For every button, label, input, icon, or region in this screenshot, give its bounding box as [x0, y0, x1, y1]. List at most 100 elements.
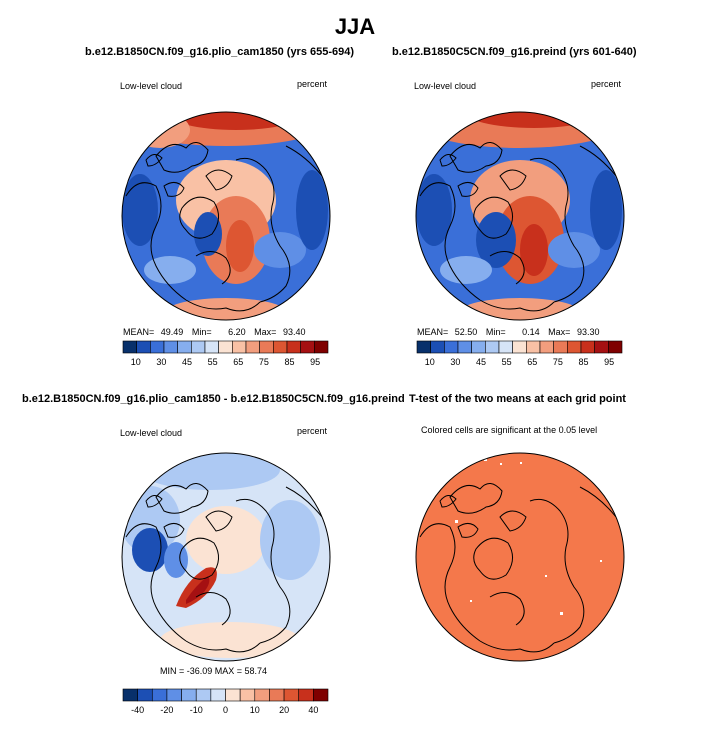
- colorbar-swatch: [283, 688, 300, 702]
- panel-3-border: [121, 452, 331, 662]
- min-label: Min=: [191, 327, 212, 337]
- colorbar-swatch: [195, 688, 212, 702]
- min-value: 0.14: [522, 327, 540, 337]
- panel-1-units: percent: [297, 79, 328, 89]
- mean-value: 49.49: [160, 327, 184, 337]
- colorbar-swatch: [245, 340, 260, 354]
- colorbar-swatch: [580, 340, 595, 354]
- panel-4-title: T-test of the two means at each grid poi…: [409, 393, 626, 405]
- panel-3-variable: Low-level cloud: [120, 428, 183, 438]
- colorbar-swatch: [314, 340, 329, 354]
- colorbar-swatch: [239, 688, 256, 702]
- colorbar-2: 10 30 45 55 65 75 85 95: [416, 340, 623, 367]
- colorbar-swatch: [286, 340, 301, 354]
- colorbar-tick-label: 45: [476, 357, 486, 367]
- panel-2-stats: MEAN= 52.50 Min= 0.14 Max= 93.30: [417, 327, 599, 337]
- panel-4-border: [415, 452, 625, 662]
- colorbar-swatch: [553, 340, 568, 354]
- colorbar-swatch: [567, 340, 582, 354]
- colorbar-tick-label: 85: [579, 357, 589, 367]
- mean-value: 52.50: [454, 327, 478, 337]
- panel-4-subtitle: Colored cells are significant at the 0.0…: [421, 425, 598, 435]
- colorbar-swatch: [151, 688, 168, 702]
- colorbar-tick-label: 40: [308, 705, 318, 715]
- colorbar-swatch: [232, 340, 247, 354]
- colorbar-tick-label: 95: [604, 357, 614, 367]
- min-value: 6.20: [228, 327, 246, 337]
- colorbar-tick-label: 55: [208, 357, 218, 367]
- panel-2-border: [415, 111, 625, 321]
- colorbar-swatch: [137, 688, 153, 702]
- colorbar-swatch: [594, 340, 609, 354]
- colorbar-tick-label: 30: [156, 357, 166, 367]
- colorbar-tick-label: -20: [160, 705, 173, 715]
- colorbar-tick-label: 45: [182, 357, 192, 367]
- panel-4-map: [416, 453, 624, 661]
- colorbar-swatch: [273, 340, 288, 354]
- panel-1-border: [121, 111, 331, 321]
- colorbar-swatch: [300, 340, 315, 354]
- colorbar-swatch: [163, 340, 178, 354]
- panel-1-stats: MEAN= 49.49 Min= 6.20 Max= 93.40: [123, 327, 305, 337]
- colorbar-tick-label: 55: [502, 357, 512, 367]
- page-title: JJA: [334, 14, 376, 39]
- colorbar-tick-label: 95: [310, 357, 320, 367]
- colorbar-swatch: [444, 340, 459, 354]
- colorbar-swatch: [608, 340, 623, 354]
- panel-2-units: percent: [591, 79, 622, 89]
- panel-2-title: b.e12.B1850C5CN.f09_g16.preind (yrs 601-…: [392, 46, 637, 58]
- colorbar-swatch: [210, 688, 226, 702]
- colorbar-tick-label: 75: [259, 357, 269, 367]
- panel-1-map: [122, 112, 330, 320]
- colorbar-1: 10 30 45 55 65 75 85 95: [122, 340, 329, 367]
- colorbar-swatch: [498, 340, 513, 354]
- colorbar-tick-label: -10: [190, 705, 203, 715]
- colorbar-3: -40 -20 -10 0 10 20 40: [122, 688, 329, 715]
- mean-label: MEAN=: [417, 327, 449, 337]
- colorbar-tick-label: 65: [527, 357, 537, 367]
- colorbar-tick-label: 10: [425, 357, 435, 367]
- colorbar-swatch: [471, 340, 486, 354]
- max-label: Max=: [548, 327, 571, 337]
- colorbar-tick-label: 10: [250, 705, 260, 715]
- colorbar-swatch: [298, 688, 314, 702]
- colorbar-tick-label: 20: [279, 705, 289, 715]
- colorbar-swatch: [181, 688, 197, 702]
- panel-2-map: [416, 112, 624, 320]
- panel-3-title: b.e12.B1850CN.f09_g16.plio_cam1850 - b.e…: [22, 393, 405, 405]
- colorbar-swatch: [136, 340, 151, 354]
- min-label: Min=: [485, 327, 506, 337]
- panel-3-map: [122, 453, 330, 661]
- max-value: 93.30: [576, 327, 600, 337]
- colorbar-swatch: [457, 340, 472, 354]
- mean-label: MEAN=: [123, 327, 155, 337]
- colorbar-swatch: [204, 340, 219, 354]
- panel-2-variable: Low-level cloud: [414, 81, 477, 91]
- colorbar-tick-label: 65: [233, 357, 243, 367]
- colorbar-swatch: [166, 688, 182, 702]
- colorbar-swatch: [122, 340, 137, 354]
- colorbar-tick-label: 10: [131, 357, 141, 367]
- colorbar-swatch: [122, 688, 138, 702]
- colorbar-tick-label: -40: [131, 705, 144, 715]
- panel-3-stats: MIN = -36.09 MAX = 58.74: [160, 666, 268, 676]
- colorbar-swatch: [254, 688, 270, 702]
- panel-3-units: percent: [297, 426, 328, 436]
- colorbar-swatch: [485, 340, 500, 354]
- max-label: Max=: [254, 327, 277, 337]
- panel-1-variable: Low-level cloud: [120, 81, 183, 91]
- colorbar-swatch: [416, 340, 431, 354]
- colorbar-swatch: [539, 340, 554, 354]
- max-value: 93.40: [282, 327, 306, 337]
- panel-1-title: b.e12.B1850CN.f09_g16.plio_cam1850 (yrs …: [85, 46, 355, 58]
- colorbar-swatch: [218, 340, 233, 354]
- colorbar-swatch: [150, 340, 165, 354]
- colorbar-tick-label: 30: [450, 357, 460, 367]
- colorbar-swatch: [512, 340, 527, 354]
- colorbar-tick-label: 75: [553, 357, 563, 367]
- colorbar-tick-label: 0: [223, 705, 228, 715]
- colorbar-swatch: [259, 340, 274, 354]
- colorbar-swatch: [177, 340, 192, 354]
- colorbar-swatch: [313, 688, 329, 702]
